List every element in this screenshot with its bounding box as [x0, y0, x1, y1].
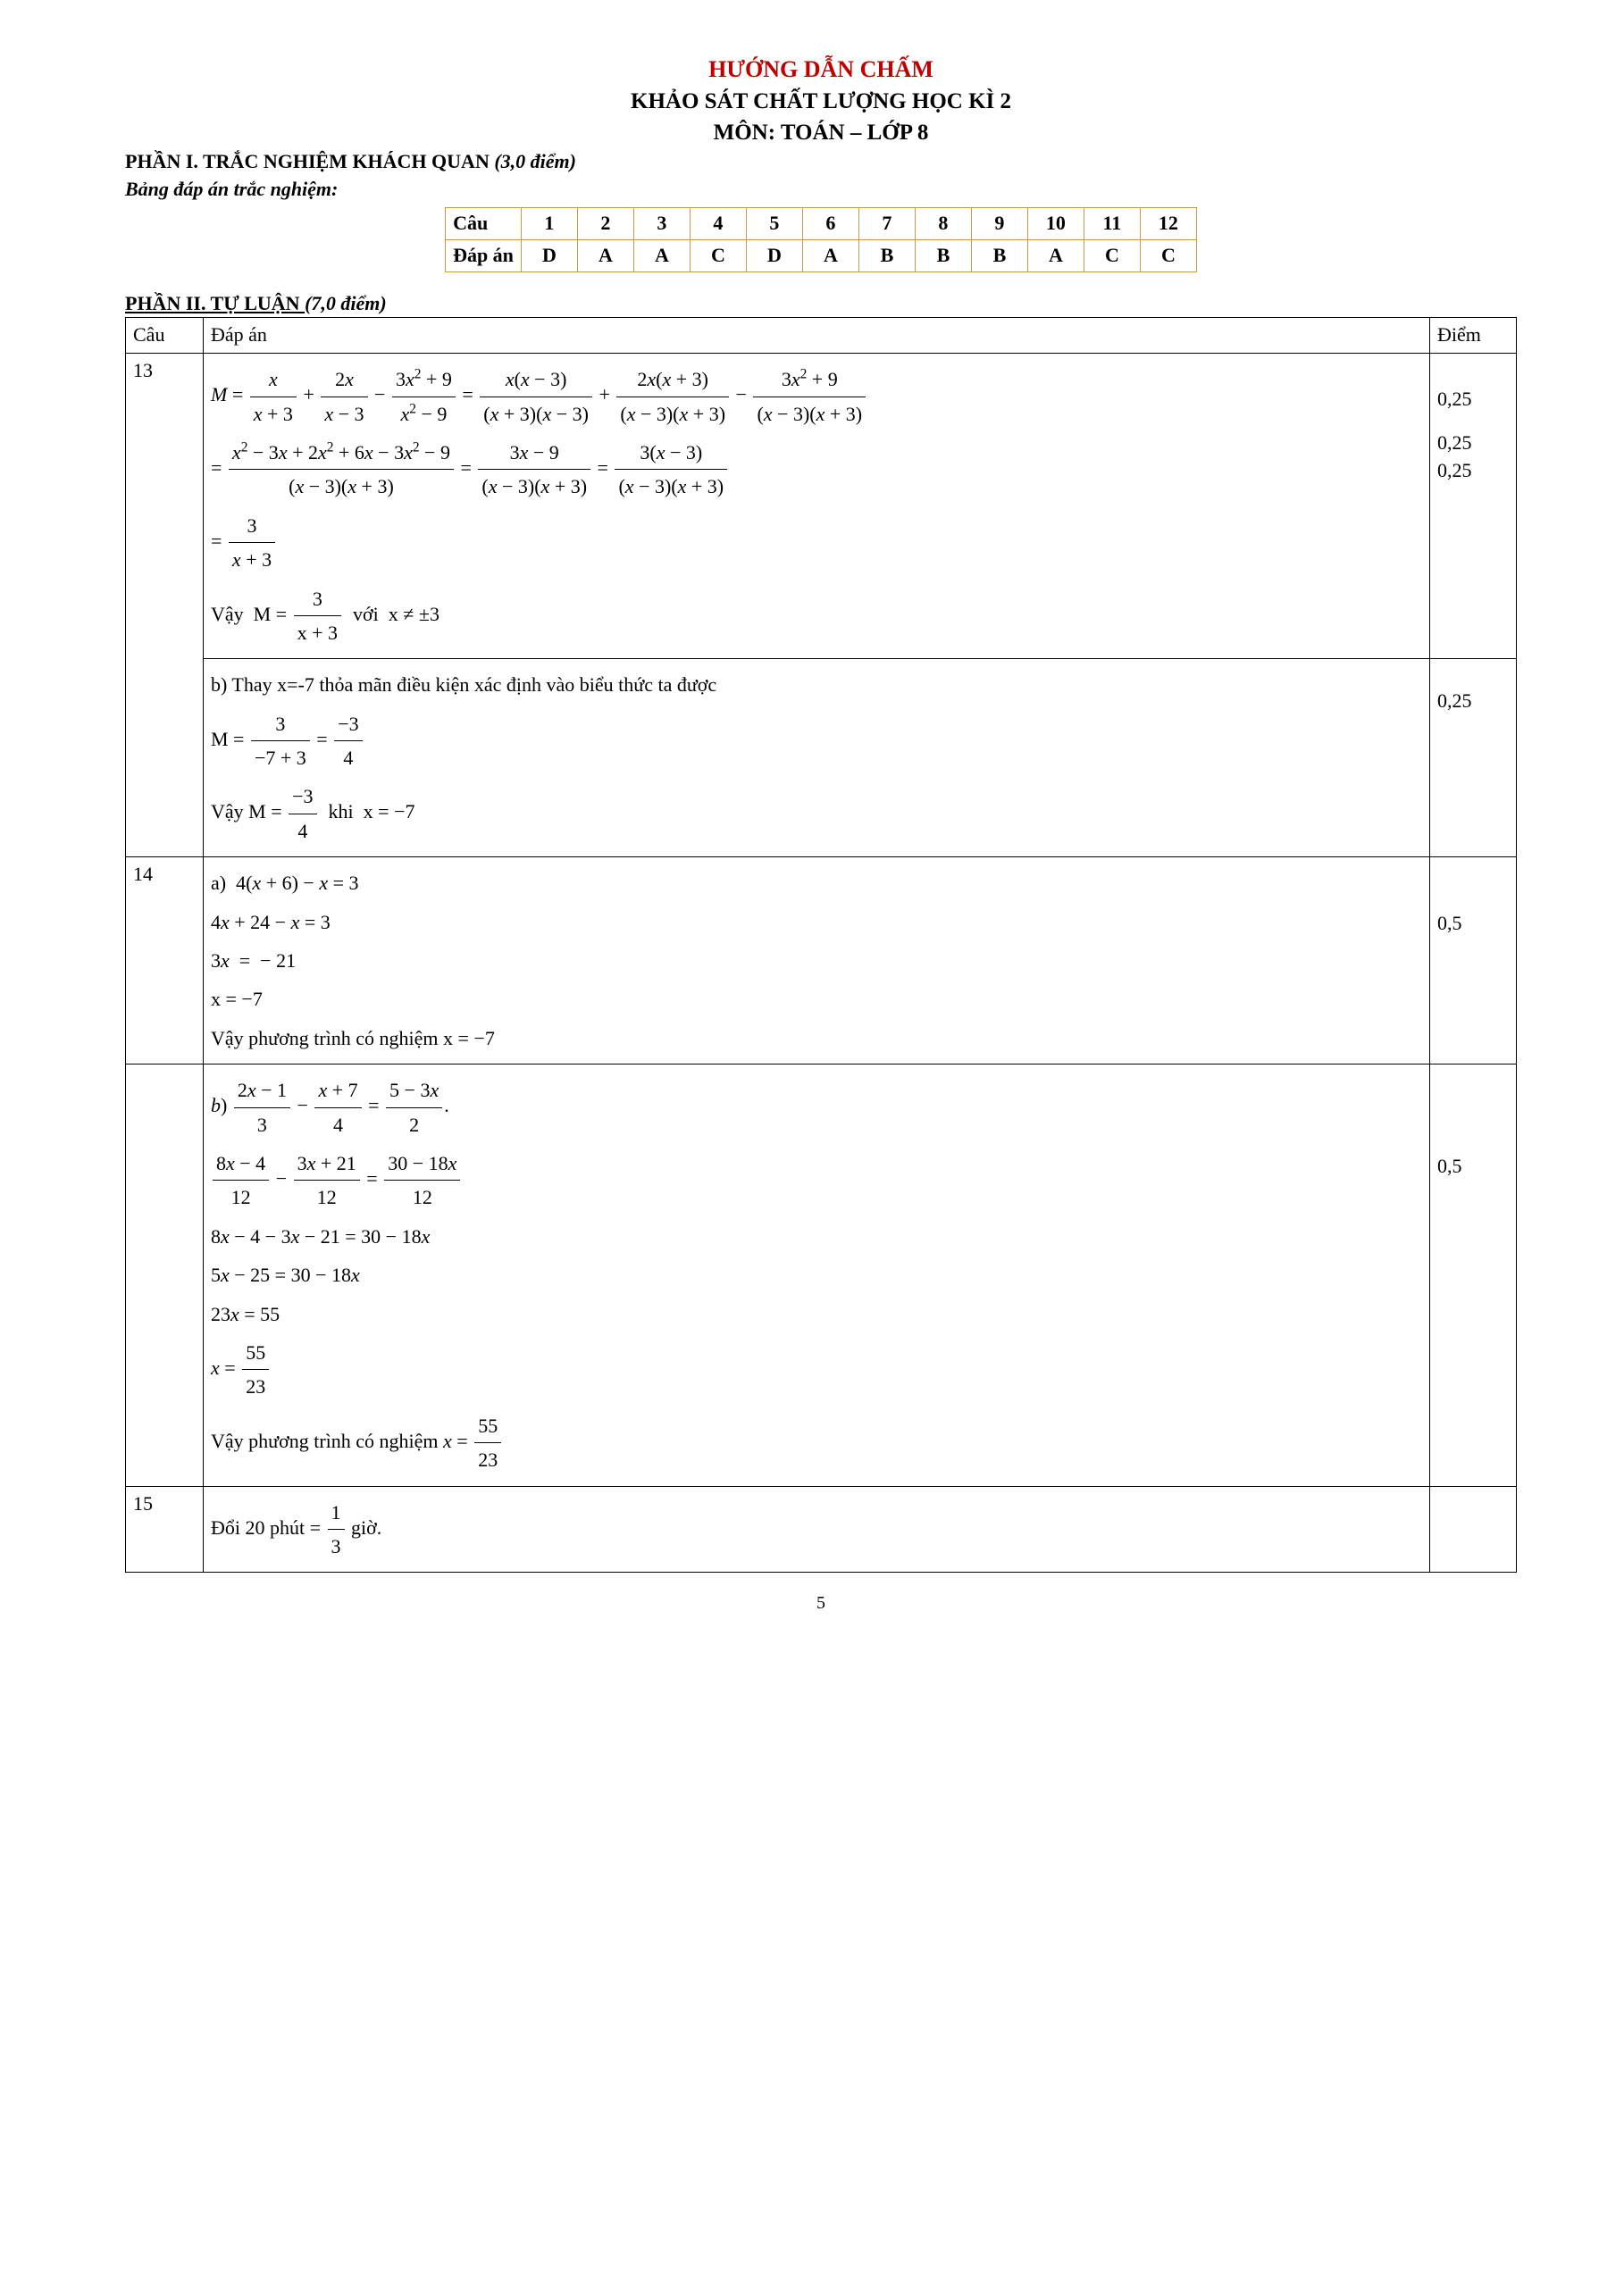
sol-13a-answer: M = xx + 3 + 2xx − 3 − 3x2 + 9x2 − 9 = x…	[204, 354, 1430, 659]
mc-q: 1	[521, 207, 577, 239]
mc-a: A	[802, 239, 858, 271]
sol-14b-num-empty	[126, 1065, 204, 1486]
sol-14-num: 14	[126, 857, 204, 1065]
sol-13b-points: 0,25	[1430, 659, 1517, 857]
part1-heading: PHẦN I. TRẮC NGHIỆM KHÁCH QUAN (3,0 điểm…	[125, 148, 1517, 176]
mc-a: C	[1084, 239, 1140, 271]
sol-row-15: 15 Đổi 20 phút = 13 giờ.	[126, 1486, 1517, 1573]
sol-col-dapan: Đáp án	[204, 318, 1430, 354]
sol-14b-points: 0,5	[1430, 1065, 1517, 1486]
sol-15-num: 15	[126, 1486, 204, 1573]
part1-heading-bold: PHẦN I. TRẮC NGHIỆM KHÁCH QUAN	[125, 150, 494, 172]
title-line-2: KHẢO SÁT CHẤT LƯỢNG HỌC KÌ 2	[125, 86, 1517, 117]
mc-q: 9	[971, 207, 1027, 239]
mc-row-answers: Đáp án D A A C D A B B B A C C	[446, 239, 1197, 271]
sol-14b-answer: b) 2x − 13 − x + 74 = 5 − 3x2. 8x − 412 …	[204, 1065, 1430, 1486]
mc-q: 3	[633, 207, 690, 239]
mc-row-label-q: Câu	[446, 207, 522, 239]
mc-row-label-a: Đáp án	[446, 239, 522, 271]
mc-q: 4	[690, 207, 746, 239]
mc-q: 11	[1084, 207, 1140, 239]
mc-q: 8	[915, 207, 971, 239]
part1-subheading: Bảng đáp án trắc nghiệm:	[125, 176, 1517, 204]
mc-answer-table: Câu 1 2 3 4 5 6 7 8 9 10 11 12 Đáp án D …	[445, 207, 1197, 272]
part2-heading-points: (7,0 điểm)	[305, 292, 387, 314]
mc-a: A	[633, 239, 690, 271]
mc-q: 12	[1140, 207, 1196, 239]
mc-a: C	[1140, 239, 1196, 271]
mc-a: A	[1027, 239, 1084, 271]
mc-q: 10	[1027, 207, 1084, 239]
sol-14a-points: 0,5	[1430, 857, 1517, 1065]
sol-row-13a: 13 M = xx + 3 + 2xx − 3 − 3x2 + 9x2 − 9 …	[126, 354, 1517, 659]
sol-13a-points: 0,25 0,25 0,25	[1430, 354, 1517, 659]
mc-a: B	[971, 239, 1027, 271]
title-line-3: MÔN: TOÁN – LỚP 8	[125, 117, 1517, 148]
part2-heading: PHẦN II. TỰ LUẬN (7,0 điểm)	[125, 290, 1517, 318]
mc-a: D	[746, 239, 802, 271]
sol-col-cau: Câu	[126, 318, 204, 354]
mc-q: 6	[802, 207, 858, 239]
sol-header-row: Câu Đáp án Điểm	[126, 318, 1517, 354]
mc-q: 2	[577, 207, 633, 239]
part1-heading-points: (3,0 điểm)	[494, 150, 576, 172]
sol-15-answer: Đổi 20 phút = 13 giờ.	[204, 1486, 1430, 1573]
mc-q: 5	[746, 207, 802, 239]
mc-row-questions: Câu 1 2 3 4 5 6 7 8 9 10 11 12	[446, 207, 1197, 239]
sol-row-13b: b) Thay x=-7 thỏa mãn điều kiện xác định…	[126, 659, 1517, 857]
mc-a: B	[915, 239, 971, 271]
sol-13-num: 13	[126, 354, 204, 857]
mc-q: 7	[858, 207, 915, 239]
sol-col-diem: Điểm	[1430, 318, 1517, 354]
part2-heading-bold: PHẦN II. TỰ LUẬN	[125, 292, 305, 314]
sol-15-points	[1430, 1486, 1517, 1573]
mc-a: B	[858, 239, 915, 271]
mc-a: D	[521, 239, 577, 271]
sol-13b-answer: b) Thay x=-7 thỏa mãn điều kiện xác định…	[204, 659, 1430, 857]
mc-a: C	[690, 239, 746, 271]
sol-row-14a: 14 a) 4(x + 6) − x = 3 4x + 24 − x = 3 3…	[126, 857, 1517, 1065]
sol-14a-answer: a) 4(x + 6) − x = 3 4x + 24 − x = 3 3x =…	[204, 857, 1430, 1065]
sol-row-14b: b) 2x − 13 − x + 74 = 5 − 3x2. 8x − 412 …	[126, 1065, 1517, 1486]
solutions-table: Câu Đáp án Điểm 13 M = xx + 3 + 2xx − 3 …	[125, 317, 1517, 1573]
page-number: 5	[125, 1591, 1517, 1616]
mc-a: A	[577, 239, 633, 271]
title-red: HƯỚNG DẪN CHẤM	[125, 54, 1517, 86]
